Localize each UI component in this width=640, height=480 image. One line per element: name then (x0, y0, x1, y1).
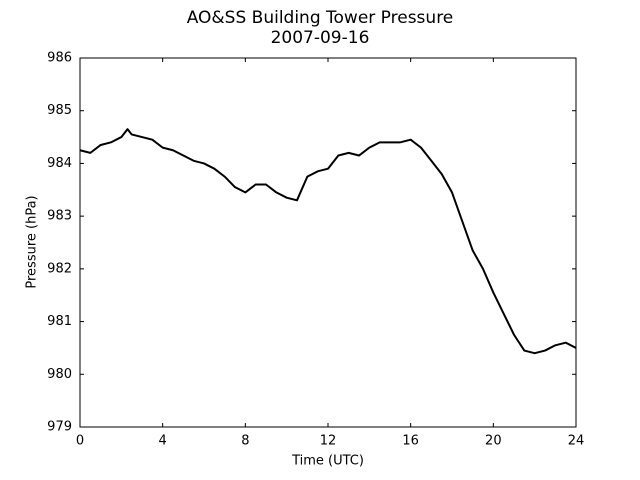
y-tick-label: 982 (47, 261, 72, 276)
x-tick-label: 0 (76, 434, 84, 449)
y-tick-label: 985 (47, 103, 72, 118)
y-tick-label: 980 (47, 367, 72, 382)
chart-title: AO&SS Building Tower Pressure (187, 8, 454, 28)
chart-subtitle: 2007-09-16 (271, 28, 370, 48)
y-tick-label: 986 (47, 51, 72, 66)
x-tick-label: 8 (241, 434, 249, 449)
x-tick-label: 24 (568, 434, 585, 449)
x-axis-label: Time (UTC) (291, 454, 364, 469)
y-tick-label: 981 (47, 314, 72, 329)
plot-frame (79, 57, 577, 428)
y-tick-label: 983 (47, 209, 72, 224)
y-axis-label: Pressure (hPa) (25, 195, 40, 288)
data-line (79, 128, 577, 355)
y-tick-label: 984 (47, 156, 72, 171)
x-tick-label: 12 (320, 434, 337, 449)
x-tick-label: 20 (485, 434, 502, 449)
x-tick-label: 4 (159, 434, 167, 449)
x-tick-label: 16 (402, 434, 419, 449)
y-tick-label: 979 (47, 420, 72, 435)
